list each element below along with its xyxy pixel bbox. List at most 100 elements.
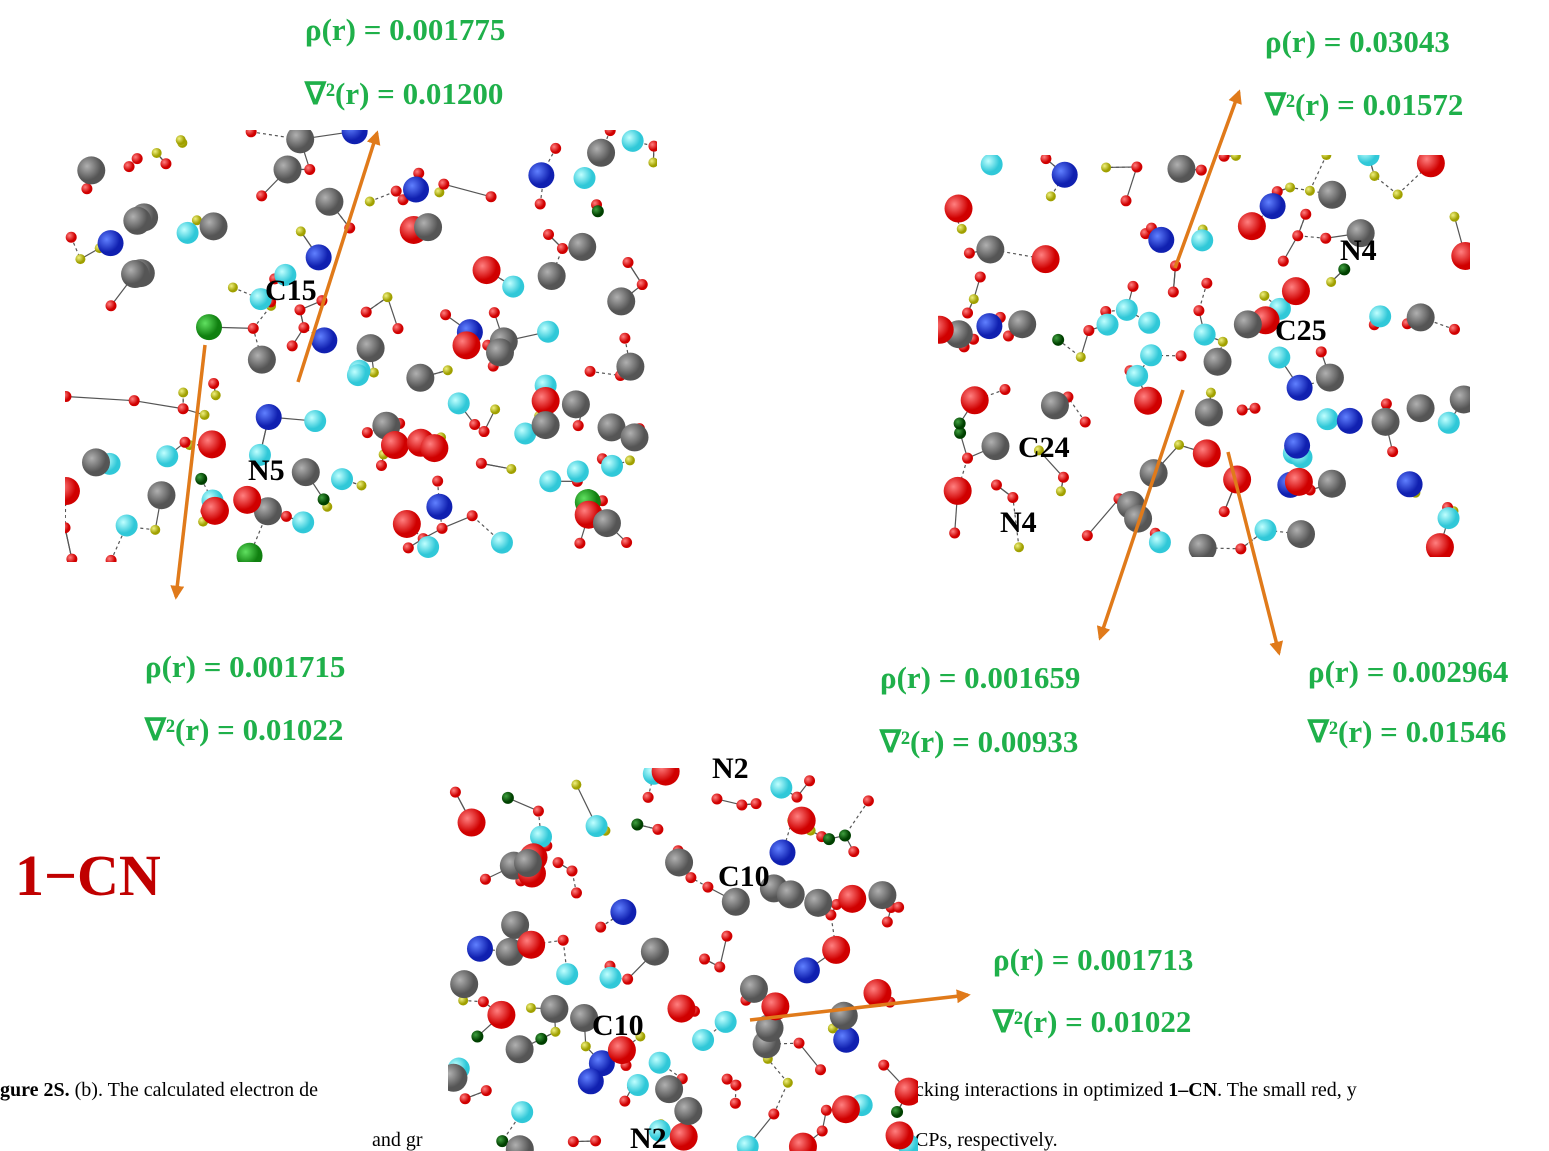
atom	[1318, 181, 1346, 209]
atom	[458, 809, 486, 837]
atom	[156, 445, 178, 467]
atom	[702, 882, 713, 893]
atom-label: C10	[592, 1009, 644, 1042]
bond	[1087, 499, 1119, 536]
laplacian-label: ∇²(r) = 0.01546	[1307, 714, 1506, 749]
atom	[198, 430, 226, 458]
atom	[550, 1027, 560, 1037]
atom	[481, 1085, 492, 1096]
atom	[180, 437, 191, 448]
atom	[1191, 229, 1213, 251]
atom	[1305, 186, 1315, 196]
atom	[535, 198, 546, 209]
atom	[585, 366, 596, 377]
atom	[616, 353, 644, 381]
atom	[1407, 303, 1435, 331]
atom	[106, 300, 117, 311]
atom	[1358, 144, 1380, 166]
atom	[886, 1121, 914, 1149]
atom	[1140, 344, 1162, 366]
atom	[81, 183, 92, 194]
atom	[178, 403, 189, 414]
atom	[383, 292, 393, 302]
atom	[486, 338, 514, 366]
atom	[699, 954, 710, 965]
laplacian-label: ∇²(r) = 0.01022	[992, 1004, 1191, 1039]
atom	[1231, 151, 1241, 161]
atom-label: N2	[630, 1122, 667, 1151]
atom	[414, 213, 442, 241]
atom	[567, 865, 578, 876]
atom	[1235, 543, 1246, 554]
atom	[1255, 519, 1277, 541]
atom	[1326, 277, 1336, 287]
molecule-image	[926, 144, 1480, 562]
bond	[444, 184, 491, 197]
atom	[736, 799, 747, 810]
arrow	[1228, 452, 1279, 653]
atom	[511, 1101, 533, 1123]
atom	[476, 458, 487, 469]
atom	[631, 819, 643, 831]
atom	[357, 481, 367, 491]
atom	[450, 970, 478, 998]
atom	[1052, 162, 1078, 188]
atom	[674, 1097, 702, 1125]
atom	[1238, 212, 1266, 240]
atom	[178, 387, 188, 397]
atom	[469, 419, 480, 430]
atom	[123, 207, 151, 235]
atom	[1083, 325, 1094, 336]
atom	[550, 143, 561, 154]
atom	[817, 1126, 828, 1137]
bond	[66, 396, 134, 400]
atom	[791, 792, 802, 803]
bond	[845, 801, 868, 836]
atom	[1046, 191, 1056, 201]
atom	[1041, 391, 1069, 419]
caption-line-1-right: cking interactions in optimized 1–CN. Th…	[915, 1079, 1357, 1101]
caption-line-1: gure 2S. (b). The calculated electron de	[0, 1079, 318, 1101]
atom	[298, 322, 309, 333]
atom	[893, 902, 904, 913]
atom	[1321, 150, 1331, 160]
atom	[417, 536, 439, 558]
atom	[376, 460, 387, 471]
atom	[438, 179, 449, 190]
atom	[1320, 233, 1331, 244]
atom	[331, 468, 353, 490]
atom	[891, 1106, 903, 1118]
atom	[621, 537, 632, 548]
atom	[981, 432, 1009, 460]
atom	[196, 314, 222, 340]
atom	[863, 795, 874, 806]
atom	[502, 276, 524, 298]
atom	[1126, 365, 1148, 387]
molecule-image	[439, 758, 922, 1151]
atom	[1131, 161, 1142, 172]
atom	[304, 164, 315, 175]
atom	[730, 1080, 741, 1091]
atom	[655, 1075, 683, 1103]
atom	[587, 139, 615, 167]
atom	[176, 135, 186, 145]
atom	[517, 931, 545, 959]
rho-label: ρ(r) = 0.03043	[1265, 24, 1450, 59]
atom	[248, 346, 276, 374]
atom	[1193, 305, 1204, 316]
atom	[1268, 346, 1290, 368]
bond	[134, 401, 183, 409]
atom	[637, 279, 648, 290]
rho-label: ρ(r) = 0.001715	[145, 649, 345, 684]
atom	[625, 455, 635, 465]
atom	[1201, 278, 1212, 289]
atom-label: C15	[265, 274, 317, 307]
atom	[1449, 212, 1459, 222]
atom	[621, 423, 649, 451]
atom	[473, 256, 501, 284]
atom	[66, 232, 77, 243]
atom	[1438, 412, 1460, 434]
atom	[1097, 314, 1119, 336]
atom	[479, 426, 490, 437]
atom	[1316, 346, 1327, 357]
